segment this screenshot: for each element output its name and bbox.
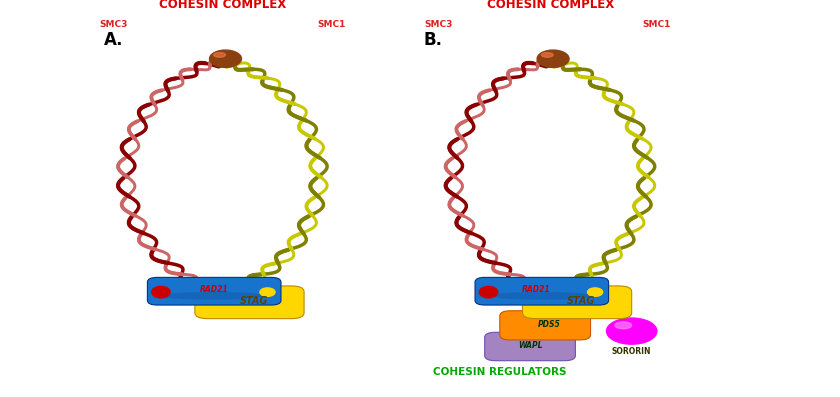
Text: SMC3: SMC3 <box>424 19 453 29</box>
Text: PDS5: PDS5 <box>538 320 561 329</box>
Ellipse shape <box>541 52 553 57</box>
FancyBboxPatch shape <box>147 278 281 305</box>
Ellipse shape <box>152 286 171 298</box>
Text: SMC1: SMC1 <box>643 19 671 29</box>
Text: STAG: STAG <box>239 296 268 306</box>
Text: STAG: STAG <box>567 296 596 306</box>
Ellipse shape <box>615 322 632 329</box>
Ellipse shape <box>606 318 657 344</box>
FancyBboxPatch shape <box>485 332 575 361</box>
FancyBboxPatch shape <box>500 311 591 340</box>
Ellipse shape <box>537 50 569 67</box>
Text: COHESIN REGULATORS: COHESIN REGULATORS <box>433 367 566 377</box>
Ellipse shape <box>260 288 275 297</box>
Ellipse shape <box>494 293 590 299</box>
FancyBboxPatch shape <box>195 286 304 319</box>
Text: WAPL: WAPL <box>517 341 543 350</box>
Ellipse shape <box>213 52 225 57</box>
Ellipse shape <box>480 286 498 298</box>
Ellipse shape <box>166 293 262 299</box>
FancyBboxPatch shape <box>522 286 632 319</box>
Ellipse shape <box>209 50 241 67</box>
Text: COHESIN COMPLEX: COHESIN COMPLEX <box>159 0 286 12</box>
Ellipse shape <box>587 288 602 297</box>
Text: COHESIN COMPLEX: COHESIN COMPLEX <box>486 0 614 12</box>
Text: SMC3: SMC3 <box>99 19 128 29</box>
Text: A.: A. <box>103 31 123 48</box>
Text: RAD21: RAD21 <box>200 285 228 294</box>
Text: RAD21: RAD21 <box>522 285 550 294</box>
Text: SMC1: SMC1 <box>318 19 346 29</box>
Text: SORORIN: SORORIN <box>612 347 652 356</box>
Text: B.: B. <box>423 31 442 48</box>
FancyBboxPatch shape <box>475 278 608 305</box>
